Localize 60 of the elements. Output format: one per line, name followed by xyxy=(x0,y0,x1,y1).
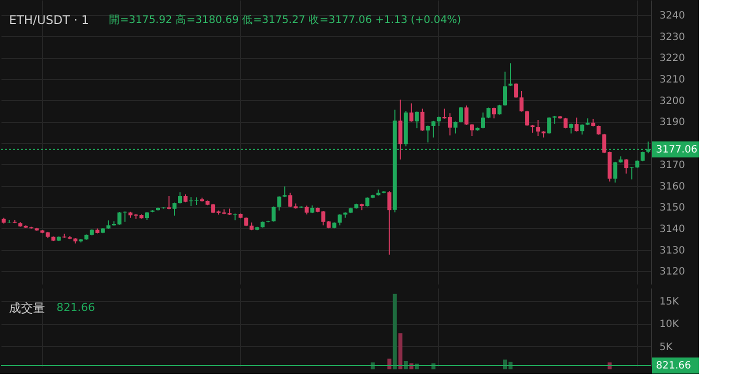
bar xyxy=(398,333,402,370)
candlestick xyxy=(458,106,463,123)
candlestick xyxy=(453,121,458,134)
candlestick xyxy=(426,125,430,143)
ref-line-label: 821.66 xyxy=(656,360,691,372)
y-tick-label: 15K xyxy=(660,296,680,308)
y-tick-label: 3190 xyxy=(660,117,685,128)
y-tick-label: 3120 xyxy=(660,266,685,278)
candlestick xyxy=(503,71,508,106)
bar xyxy=(392,294,397,370)
candlestick xyxy=(282,186,287,198)
y-tick-label: 3200 xyxy=(660,96,685,107)
y-tick-label: 10K xyxy=(660,319,680,330)
candlestick xyxy=(172,202,177,216)
candlestick xyxy=(536,120,540,137)
candlestick xyxy=(387,190,392,256)
candlestick xyxy=(525,110,530,126)
y-tick-label: 5K xyxy=(660,342,673,353)
candlestick xyxy=(613,161,618,184)
y-tick-label: 3160 xyxy=(660,181,685,192)
candlestick xyxy=(520,90,524,112)
y-tick-label: 3220 xyxy=(660,53,685,64)
candlestick xyxy=(498,104,502,116)
candlestick xyxy=(436,116,441,126)
candlestick xyxy=(414,110,419,129)
y-tick-label: 3240 xyxy=(660,10,685,22)
y-tick-label: 3140 xyxy=(660,224,685,235)
y-tick-label: 3130 xyxy=(660,245,685,256)
y-tick-label: 3230 xyxy=(660,32,685,43)
candlestick xyxy=(470,124,474,137)
candlestick xyxy=(420,108,424,132)
candlestick xyxy=(288,192,292,208)
candlestick xyxy=(398,99,402,160)
candlestick xyxy=(514,82,518,98)
candlestick xyxy=(178,192,182,204)
candlestick xyxy=(564,117,568,129)
candlestick xyxy=(464,104,468,126)
candlestick xyxy=(569,123,574,134)
candlestick xyxy=(547,116,552,134)
candlestick xyxy=(409,102,414,122)
candlestick xyxy=(277,196,282,212)
candlestick xyxy=(431,120,436,138)
candlestick xyxy=(508,62,513,87)
y-tick-label: 3210 xyxy=(660,74,685,86)
candlestick xyxy=(338,214,342,226)
y-tick-label: 3150 xyxy=(660,202,685,214)
text: ETH/USDT · 1 xyxy=(9,13,90,27)
candlestick xyxy=(272,206,276,222)
ref-line-label: 3177.06 xyxy=(656,144,698,156)
candlestick xyxy=(486,107,490,119)
annotation: 開=3175.92 高=3180.69 低=3175.27 收=3177.06 +1.13 (+0.04%) xyxy=(109,13,462,26)
y-tick-label: 3170 xyxy=(660,160,685,171)
candlestick xyxy=(480,112,485,129)
candlestick xyxy=(574,117,579,132)
text: 821.66 xyxy=(56,301,95,314)
candlestick xyxy=(624,158,628,174)
candlestick xyxy=(167,196,172,210)
text: 成交量 xyxy=(9,301,45,315)
bar xyxy=(387,358,392,370)
candlestick xyxy=(492,107,496,119)
